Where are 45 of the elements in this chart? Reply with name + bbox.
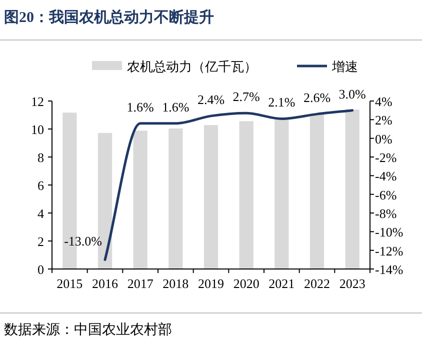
- y-tick-label: 2: [38, 234, 44, 249]
- bar: [168, 128, 183, 269]
- data-label: 2.4%: [197, 92, 225, 107]
- data-label: -13.0%: [64, 234, 102, 249]
- y2-tick-label: -12%: [375, 243, 404, 258]
- y-tick-label: 12: [31, 94, 44, 109]
- y2-tick-label: 2%: [375, 112, 392, 128]
- y2-tick-label: -4%: [375, 168, 397, 184]
- legend-label: 增速: [331, 60, 358, 75]
- data-label: 2.6%: [303, 90, 331, 106]
- y2-tick-label: 4%: [375, 94, 392, 109]
- x-tick-label: 2021: [268, 276, 295, 291]
- bar: [204, 125, 218, 269]
- y-tick-label: 4: [38, 206, 44, 221]
- chart-title: 图20：我国农机总动力不断提升: [4, 9, 214, 26]
- source-note: 数据来源：中国农业农村部: [4, 322, 172, 338]
- y-tick-label: 0: [38, 262, 44, 277]
- bar: [239, 121, 254, 269]
- x-tick-label: 2018: [162, 276, 189, 291]
- y-tick-label: 10: [31, 122, 44, 137]
- y2-tick-label: -6%: [375, 187, 397, 202]
- y2-tick-label: -8%: [375, 206, 397, 221]
- bar: [274, 118, 289, 269]
- y-tick-label: 6: [38, 178, 44, 193]
- x-tick-label: 2017: [127, 276, 154, 291]
- data-label: 3.0%: [338, 86, 366, 102]
- data-label: 1.6%: [126, 99, 154, 114]
- y2-tick-label: -14%: [375, 262, 404, 277]
- legend-label: 农机总动力（亿千瓦）: [127, 60, 257, 75]
- x-tick-label: 2020: [233, 276, 260, 291]
- x-tick-label: 2023: [339, 276, 366, 291]
- y2-tick-label: -10%: [375, 224, 404, 240]
- bar: [133, 130, 148, 269]
- bar: [345, 110, 360, 269]
- data-label: 2.1%: [268, 94, 296, 110]
- x-tick-label: 2015: [56, 276, 83, 291]
- data-label: 1.6%: [162, 99, 190, 114]
- x-tick-label: 2022: [304, 276, 330, 291]
- x-tick-label: 2019: [198, 276, 224, 291]
- bar: [310, 114, 324, 269]
- data-label: 2.7%: [232, 89, 260, 104]
- y2-tick-label: 0%: [375, 131, 392, 146]
- y2-tick-label: -2%: [375, 150, 397, 165]
- y-tick-label: 8: [38, 150, 44, 165]
- x-tick-label: 2016: [92, 276, 118, 291]
